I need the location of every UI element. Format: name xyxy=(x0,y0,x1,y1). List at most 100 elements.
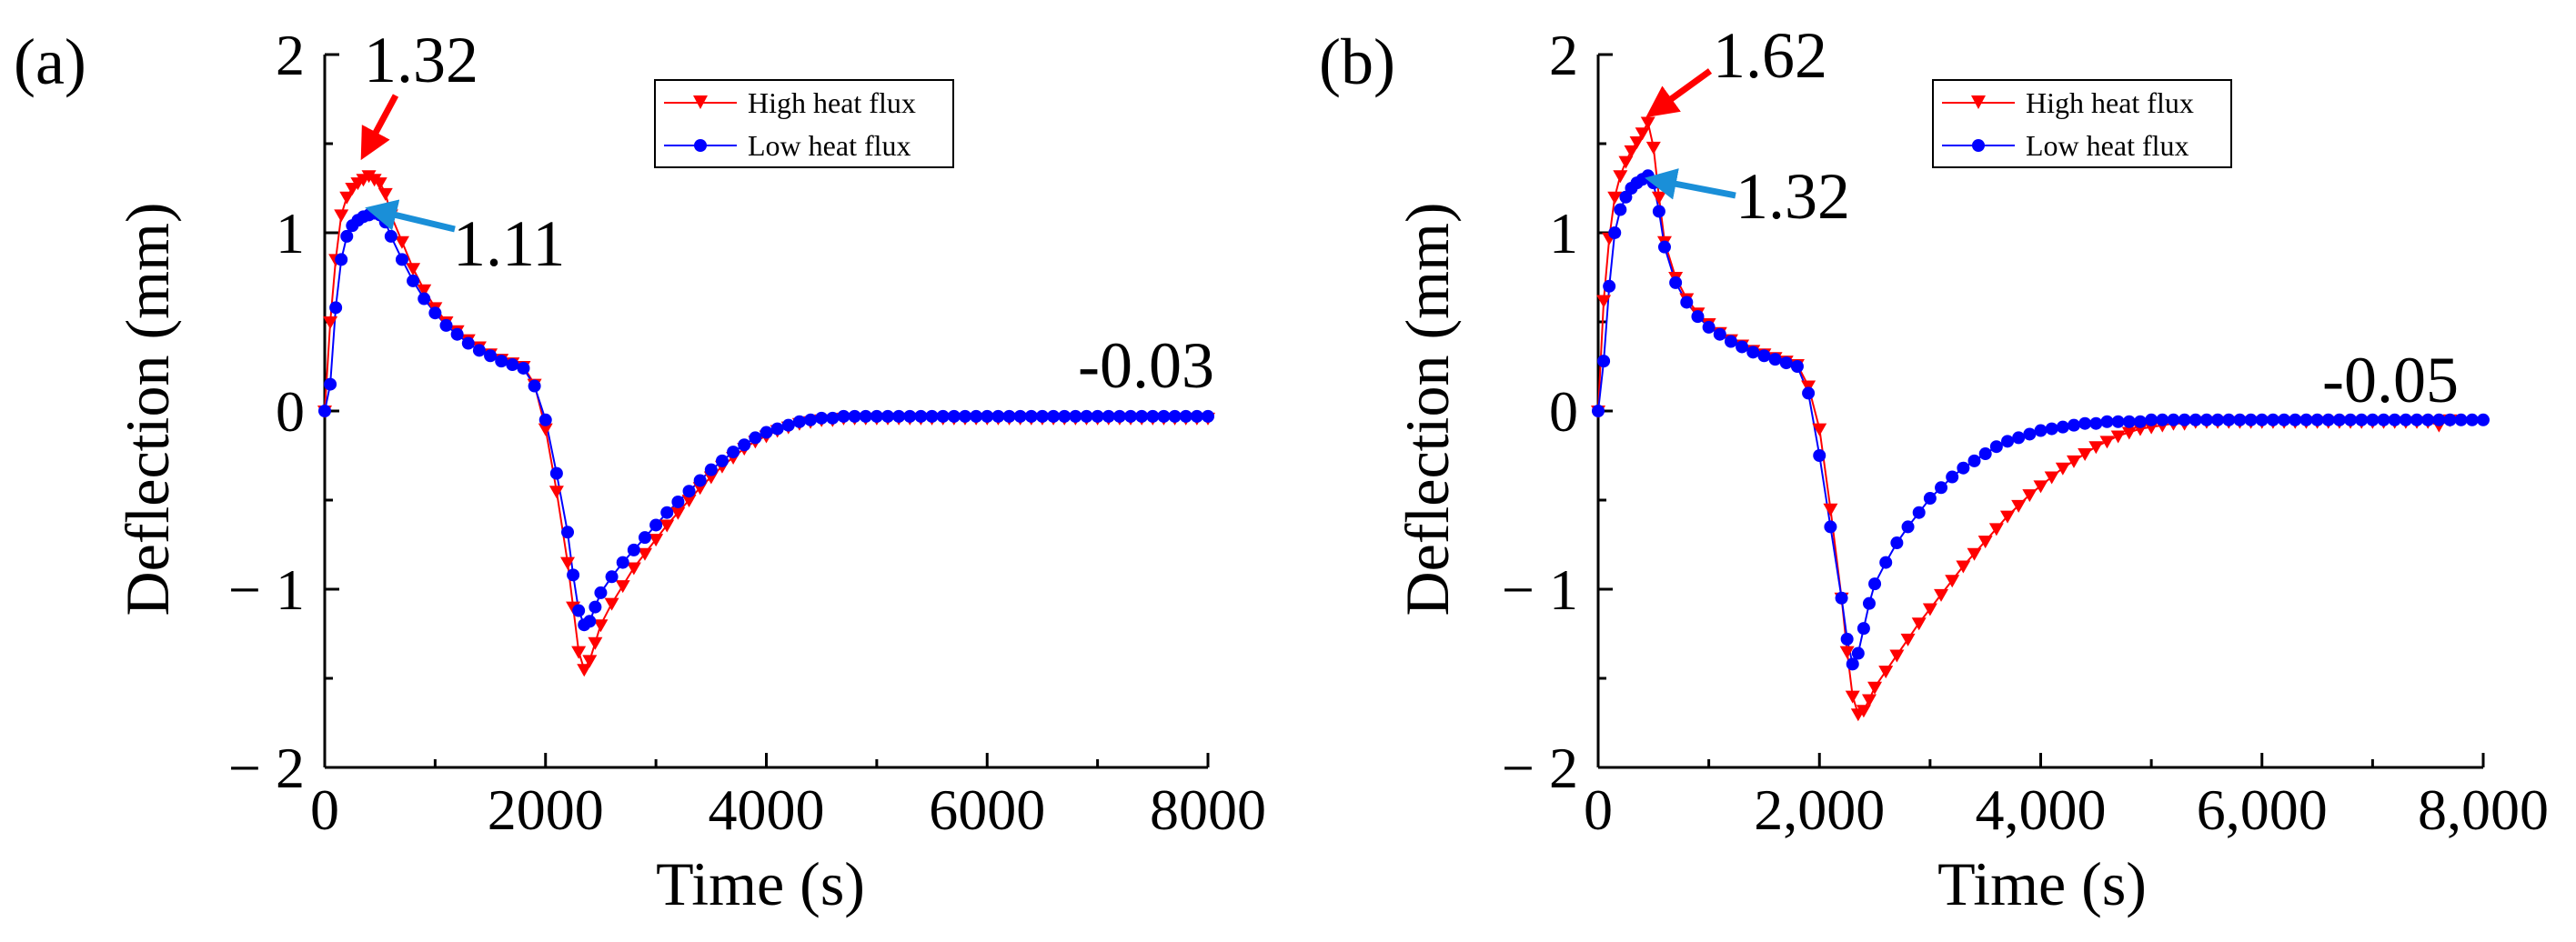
data-point-low-heat-flux xyxy=(837,409,850,423)
data-point-high-heat-flux xyxy=(1645,141,1661,155)
data-point-high-heat-flux xyxy=(1624,145,1639,158)
data-point-low-heat-flux xyxy=(792,415,806,428)
x-tick-label: 2,000 xyxy=(1754,777,1885,842)
legend-label-high: High heat flux xyxy=(2026,86,2194,119)
y-tick-label: − 1 xyxy=(1502,557,1578,622)
data-point-low-heat-flux xyxy=(649,518,663,532)
data-point-low-heat-flux xyxy=(1024,409,1038,423)
data-point-low-heat-flux xyxy=(859,409,872,423)
data-point-high-heat-flux xyxy=(1812,423,1827,436)
data-point-low-heat-flux xyxy=(1135,409,1149,423)
data-point-low-heat-flux xyxy=(1592,405,1605,417)
data-point-low-heat-flux xyxy=(2111,415,2125,428)
y-tick-label: 1 xyxy=(1549,201,1578,266)
data-point-low-heat-flux xyxy=(428,306,442,320)
data-point-high-heat-flux xyxy=(1618,155,1634,169)
legend-label-low: Low heat flux xyxy=(748,129,911,162)
data-point-low-heat-flux xyxy=(407,274,420,287)
data-point-low-heat-flux xyxy=(2001,435,2015,448)
annotation-peak-low: 1.32 xyxy=(1736,160,1850,233)
data-point-high-heat-flux xyxy=(1651,191,1666,205)
y-tick-label: − 2 xyxy=(228,736,305,800)
data-point-low-heat-flux xyxy=(727,446,740,459)
annotation-arrow-high xyxy=(1645,68,1713,118)
data-point-high-heat-flux xyxy=(406,263,421,276)
data-point-high-heat-flux xyxy=(339,191,355,205)
data-point-high-heat-flux xyxy=(670,506,686,520)
panel-a: (a) Deflection (mm) Time (s) 0 2000 4000 60… xyxy=(14,23,1266,918)
data-point-low-heat-flux xyxy=(936,409,950,423)
annotation-final: -0.05 xyxy=(2322,344,2459,416)
x-axis-label: Time (s) xyxy=(656,849,865,918)
data-point-low-heat-flux xyxy=(1813,449,1826,462)
data-point-low-heat-flux xyxy=(1713,327,1726,341)
data-point-high-heat-flux xyxy=(2088,441,2104,455)
data-point-high-heat-flux xyxy=(588,636,603,650)
data-point-high-heat-flux xyxy=(1977,536,1993,549)
data-point-low-heat-flux xyxy=(903,409,917,423)
data-point-high-heat-flux xyxy=(1934,588,1949,602)
data-point-low-heat-flux xyxy=(1608,226,1622,239)
legend-box xyxy=(654,79,954,168)
data-point-low-heat-flux xyxy=(1080,409,1093,423)
data-point-low-heat-flux xyxy=(528,379,541,393)
data-point-low-heat-flux xyxy=(329,301,343,315)
data-point-low-heat-flux xyxy=(2145,413,2158,426)
data-point-high-heat-flux xyxy=(1607,191,1623,205)
data-point-low-heat-flux xyxy=(2034,424,2048,437)
data-point-high-heat-flux xyxy=(372,177,387,191)
data-point-low-heat-flux xyxy=(461,336,475,350)
data-point-low-heat-flux xyxy=(981,409,994,423)
data-point-low-heat-flux xyxy=(2443,413,2457,426)
data-point-low-heat-flux xyxy=(418,292,431,306)
data-point-high-heat-flux xyxy=(1613,170,1628,184)
panel-b: (b) Deflection (mm) Time (s) 0 2,000 4,000… xyxy=(1319,19,2549,918)
data-point-low-heat-flux xyxy=(439,318,453,332)
data-point-low-heat-flux xyxy=(2078,416,2092,430)
data-point-low-heat-flux xyxy=(495,355,508,368)
data-point-low-heat-flux xyxy=(2344,413,2358,426)
data-point-low-heat-flux xyxy=(947,409,961,423)
data-point-high-heat-flux xyxy=(577,664,592,677)
data-point-low-heat-flux xyxy=(1691,310,1705,324)
data-point-low-heat-flux xyxy=(1013,409,1027,423)
x-tick-label: 8000 xyxy=(1150,777,1266,842)
x-tick-label: 0 xyxy=(310,777,339,842)
legend-marker-high xyxy=(693,95,708,109)
data-point-low-heat-flux xyxy=(2233,413,2247,426)
data-point-low-heat-flux xyxy=(484,349,498,363)
data-point-low-heat-flux xyxy=(1835,591,1848,605)
data-point-low-heat-flux xyxy=(2056,420,2069,434)
data-point-low-heat-flux xyxy=(970,409,983,423)
data-point-low-heat-flux xyxy=(1112,409,1126,423)
data-point-low-heat-flux xyxy=(2199,413,2213,426)
data-point-low-heat-flux xyxy=(2211,413,2225,426)
legend-marker-low xyxy=(1972,139,1985,152)
data-point-low-heat-flux xyxy=(1935,481,1948,495)
data-point-low-heat-flux xyxy=(2023,427,2037,441)
data-point-low-heat-flux xyxy=(2388,413,2401,426)
data-point-low-heat-flux xyxy=(1069,409,1082,423)
data-point-high-heat-flux xyxy=(1867,681,1883,695)
data-point-low-heat-flux xyxy=(589,600,602,614)
data-point-high-heat-flux xyxy=(323,316,338,329)
x-tick-label: 6,000 xyxy=(2197,777,2328,842)
data-point-high-heat-flux xyxy=(334,209,349,223)
data-point-low-heat-flux xyxy=(340,229,354,243)
data-point-low-heat-flux xyxy=(826,411,840,425)
data-point-high-heat-flux xyxy=(2044,471,2059,485)
x-axis-label: Time (s) xyxy=(1937,849,2147,918)
data-point-low-heat-flux xyxy=(1047,409,1061,423)
annotation-arrow-low xyxy=(1645,168,1736,200)
data-point-low-heat-flux xyxy=(1102,409,1115,423)
y-tick-label: 0 xyxy=(276,379,305,444)
annotation-peak-high: 1.32 xyxy=(364,24,478,96)
x-tick-label: 6000 xyxy=(929,777,1045,842)
data-point-low-heat-flux xyxy=(1824,520,1837,534)
data-point-high-heat-flux xyxy=(2011,499,2027,513)
data-point-high-heat-flux xyxy=(1967,547,1982,561)
annotation-final: -0.03 xyxy=(1078,329,1214,402)
data-point-high-heat-flux xyxy=(2055,462,2070,476)
data-point-high-heat-flux xyxy=(2121,426,2137,440)
data-point-high-heat-flux xyxy=(1861,694,1877,707)
